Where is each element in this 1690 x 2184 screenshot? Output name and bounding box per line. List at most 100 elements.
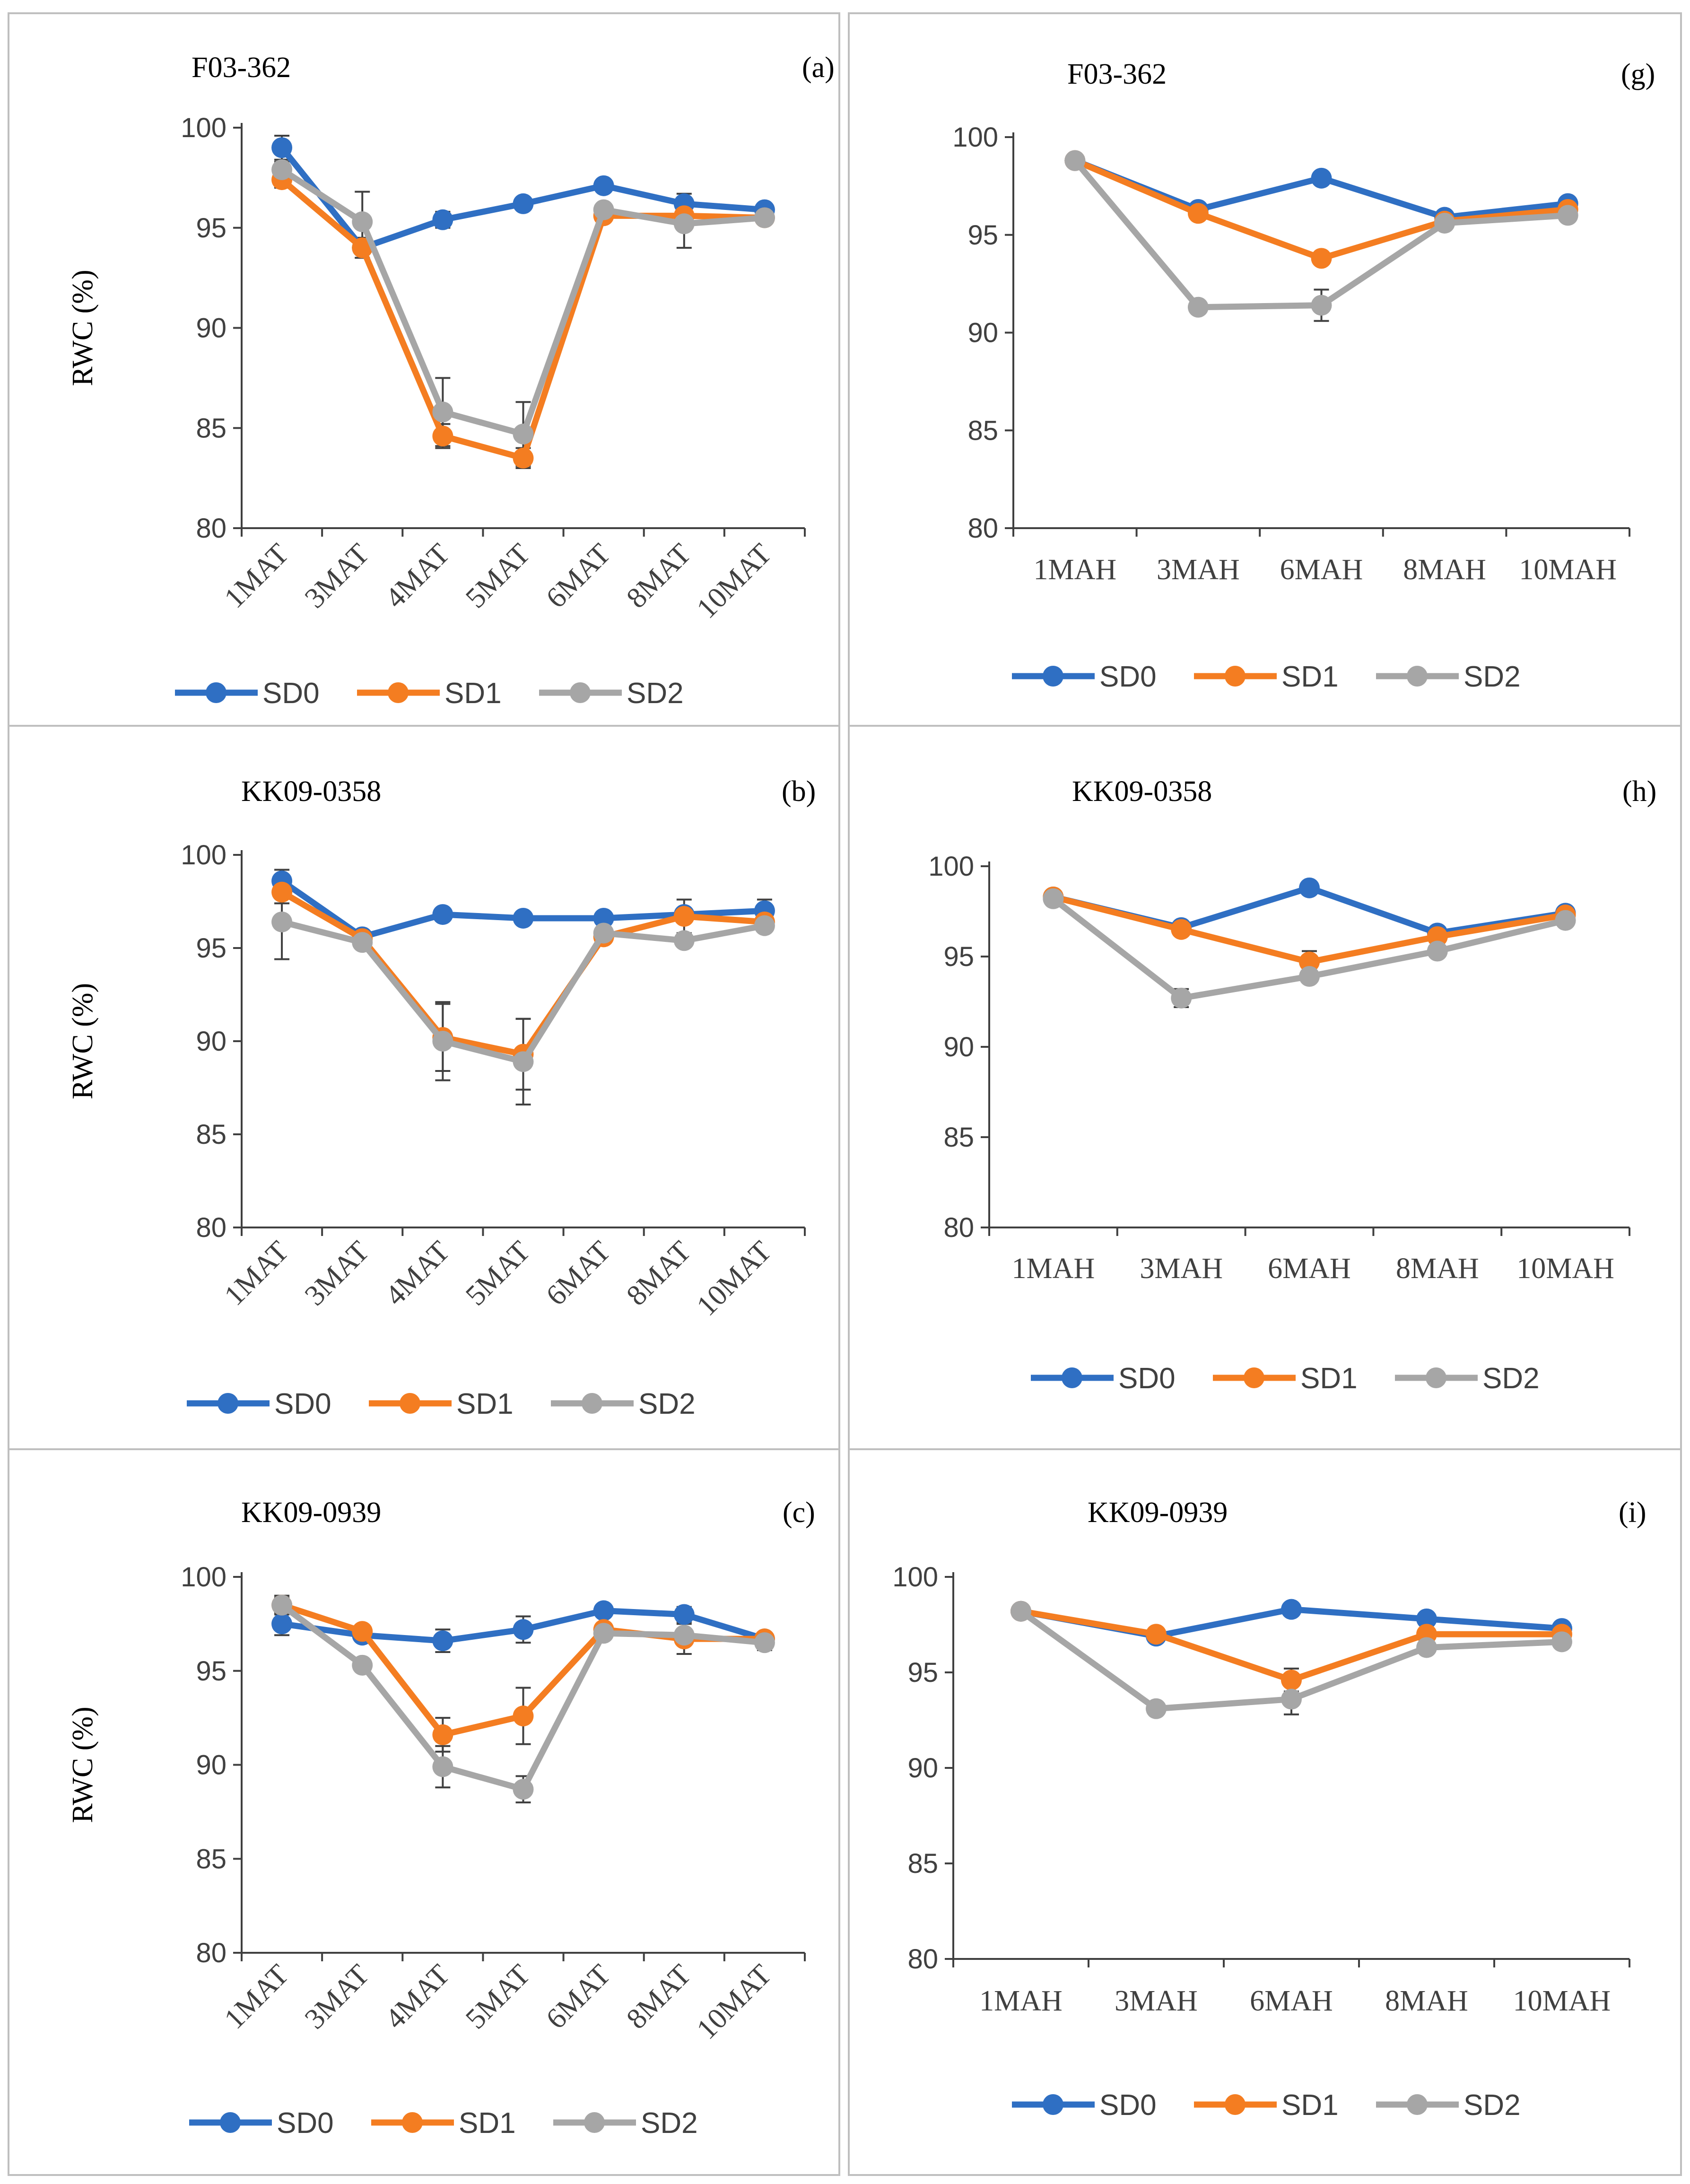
data-point-SD2 [673, 213, 695, 235]
x-category-label: 6MAT [540, 538, 617, 615]
x-category-label: 6MAT [540, 1958, 617, 2036]
legend-label-SD2: SD2 [1482, 1362, 1540, 1395]
data-point-SD2 [1311, 295, 1332, 316]
legend-swatch-marker-SD1 [1225, 666, 1246, 687]
y-axis-title: RWC (%) [67, 270, 99, 386]
x-category-label: 3MAH [1115, 1985, 1198, 2017]
data-point-SD2 [1043, 888, 1064, 909]
data-point-SD0 [271, 1613, 293, 1635]
x-category-label: 10MAH [1513, 1985, 1611, 2017]
legend-label-SD1: SD1 [1281, 2089, 1339, 2122]
panel-border [848, 12, 1682, 727]
x-category-label: 5MAT [460, 1958, 537, 2036]
data-point-SD0 [432, 209, 453, 230]
data-point-SD1 [1187, 203, 1209, 224]
legend-swatch-marker-SD1 [388, 682, 409, 703]
y-tick-label: 80 [907, 1944, 938, 1975]
x-category-label: 8MAT [620, 1958, 697, 2036]
x-category-label: 1MAH [1033, 554, 1116, 586]
legend-label-SD1: SD1 [1281, 661, 1339, 693]
data-point-SD0 [513, 1619, 534, 1640]
legend-label-SD1: SD1 [1300, 1362, 1358, 1395]
x-category-label: 10MAH [1519, 554, 1617, 586]
chart-title: KK09-0358 [1072, 775, 1212, 808]
legend-label-SD2: SD2 [627, 677, 684, 710]
y-tick-label: 95 [943, 941, 974, 972]
chart-panel-g: 80 85 90 95 100 1MAH 3MAH 6MAH 8MAH 10MAH F03-362 (… [848, 12, 1682, 727]
data-point-SD0 [513, 907, 534, 929]
legend: SD0 SD1 SD2 [1031, 1362, 1540, 1395]
legend: SD0 SD1 SD2 [187, 1388, 696, 1420]
data-point-SD2 [754, 1632, 775, 1653]
legend-label-SD2: SD2 [1464, 2089, 1521, 2122]
chart-panel-b: 80 85 90 95 100 1MAT 3MAT 4MAT 5MAT 6MAT 8MAT10MAT… [8, 725, 840, 1450]
data-point-SD2 [1011, 1601, 1031, 1622]
data-point-SD2 [513, 423, 534, 444]
y-tick-label: 90 [196, 1750, 226, 1781]
data-point-SD0 [593, 175, 614, 196]
y-tick-label: 90 [907, 1753, 938, 1784]
data-point-SD1 [432, 1724, 453, 1745]
y-axis-title: RWC (%) [67, 1706, 99, 1823]
y-tick-label: 85 [943, 1122, 974, 1153]
data-point-SD2 [1299, 966, 1320, 987]
legend: SD0 SD1 SD2 [189, 2107, 698, 2140]
x-category-label: 10MAT [690, 538, 777, 625]
data-point-SD0 [432, 1630, 453, 1652]
data-point-SD2 [432, 401, 453, 423]
y-tick-label: 90 [196, 1026, 226, 1057]
data-point-SD2 [1064, 150, 1086, 171]
y-tick-label: 100 [928, 851, 974, 882]
data-point-SD2 [271, 911, 293, 932]
panel-label: (b) [782, 775, 816, 808]
data-point-SD0 [271, 137, 293, 158]
legend-swatch-marker-SD1 [400, 1393, 420, 1414]
x-category-label: 1MAH [1012, 1253, 1095, 1285]
x-category-label: 4MAT [379, 1958, 456, 2036]
data-point-SD0 [432, 904, 453, 925]
legend-swatch-marker-SD0 [220, 2112, 241, 2133]
y-tick-label: 80 [196, 513, 226, 544]
data-point-SD1 [1146, 1624, 1167, 1645]
y-tick-label: 85 [967, 415, 998, 446]
legend-swatch-marker-SD2 [584, 2112, 605, 2133]
data-point-SD2 [1551, 1631, 1572, 1653]
data-point-SD2 [513, 1779, 534, 1800]
data-point-SD2 [1557, 205, 1578, 226]
x-category-label: 3MAT [299, 1958, 376, 2036]
x-category-label: 1MAH [979, 1985, 1063, 2017]
chart-panel-c: 80 85 90 95 100 1MAT 3MAT 4MAT 5MAT 6MAT 8MAT10MAT… [8, 1448, 840, 2176]
data-point-SD2 [271, 159, 293, 180]
data-point-SD2 [754, 915, 775, 936]
x-category-label: 6MAH [1268, 1253, 1351, 1285]
panel-border [8, 725, 840, 1450]
panel-label: (c) [783, 1497, 815, 1529]
legend-swatch-marker-SD2 [582, 1393, 602, 1414]
x-category-label: 6MAT [540, 1235, 617, 1312]
y-tick-label: 85 [907, 1848, 938, 1879]
data-point-SD2 [1146, 1698, 1167, 1719]
y-axis-title: RWC (%) [67, 983, 99, 1099]
chart-panel-a: 80 85 90 95 100 1MAT 3MAT 4MAT 5MAT 6MAT 8MAT10MAT… [8, 12, 840, 727]
legend-label-SD1: SD1 [456, 1388, 514, 1420]
data-point-SD0 [1311, 167, 1332, 189]
chart-title: KK09-0358 [241, 775, 381, 808]
legend-swatch-marker-SD0 [206, 682, 226, 703]
panel-label: (g) [1621, 58, 1655, 90]
y-tick-label: 95 [196, 933, 226, 964]
data-point-SD1 [673, 906, 695, 927]
data-point-SD2 [271, 1594, 293, 1616]
y-tick-label: 95 [907, 1657, 938, 1688]
legend-label-SD2: SD2 [641, 2107, 698, 2140]
x-category-label: 6MAH [1280, 554, 1363, 586]
x-category-label: 1MAT [218, 1235, 295, 1312]
y-tick-label: 95 [967, 220, 998, 251]
data-point-SD0 [593, 907, 614, 929]
data-point-SD0 [673, 1604, 695, 1625]
data-point-SD2 [1187, 296, 1209, 318]
x-category-label: 5MAT [460, 538, 537, 615]
data-point-SD1 [352, 237, 373, 259]
x-category-label: 10MAT [690, 1235, 777, 1322]
data-point-SD1 [1427, 926, 1448, 947]
